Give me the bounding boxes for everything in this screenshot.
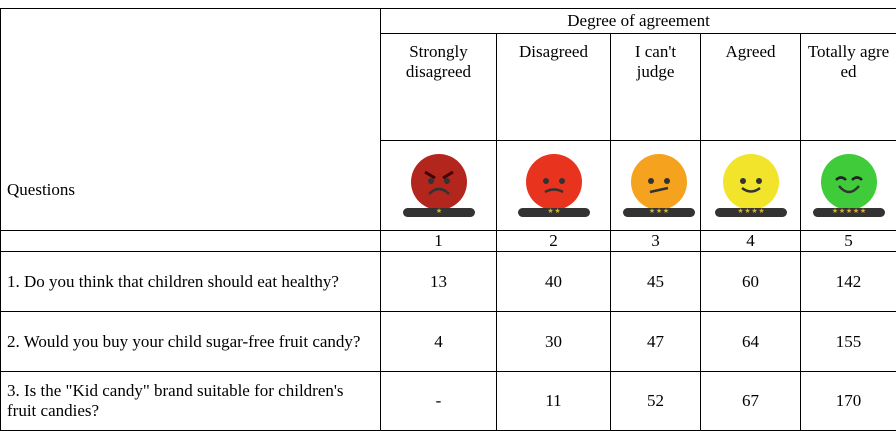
count: 40 [497, 252, 611, 312]
score: 1 [381, 231, 497, 252]
count: 52 [611, 372, 701, 431]
count: 45 [611, 252, 701, 312]
survey-table: Questions Degree of agreement Strongly d… [0, 8, 896, 431]
emoji: ★★★ [617, 146, 701, 226]
emoji-cell: ★★★★★ [801, 141, 896, 231]
question-row: 1. Do you think that children should eat… [1, 252, 896, 312]
emoji-cell: ★★ [497, 141, 611, 231]
column-label: Agreed [701, 34, 801, 141]
empty-cell [1, 231, 381, 252]
score: 3 [611, 231, 701, 252]
column-label: Totally agreed [801, 34, 896, 141]
column-label: I can't judge [611, 34, 701, 141]
question: 1. Do you think that children should eat… [1, 252, 381, 312]
emoji-cell: ★★★ [611, 141, 701, 231]
group-header: Degree of agreement [381, 9, 896, 34]
question-row: 3. Is the "Kid candy" brand suitable for… [1, 372, 896, 431]
count: 142 [801, 252, 896, 312]
svg-text:★: ★ [853, 207, 859, 215]
emoji-cell: ★★★★ [701, 141, 801, 231]
svg-text:★: ★ [846, 207, 852, 215]
svg-text:★: ★ [832, 207, 838, 215]
count: 13 [381, 252, 497, 312]
emoji: ★★ [512, 146, 596, 226]
emoji-cell: ★ [381, 141, 497, 231]
svg-text:★: ★ [751, 207, 757, 215]
count: - [381, 372, 497, 431]
count: 4 [381, 312, 497, 372]
svg-text:★: ★ [656, 207, 662, 215]
svg-text:★: ★ [663, 207, 669, 215]
question: 2. Would you buy your child sugar-free f… [1, 312, 381, 372]
column-label: Disagreed [497, 34, 611, 141]
emoji: ★★★★ [709, 146, 793, 226]
svg-text:★: ★ [839, 207, 845, 215]
count: 67 [701, 372, 801, 431]
question-header: Questions [1, 9, 381, 231]
count: 155 [801, 312, 896, 372]
count: 30 [497, 312, 611, 372]
emoji: ★★★★★ [807, 146, 891, 226]
count: 11 [497, 372, 611, 431]
svg-text:★: ★ [649, 207, 655, 215]
count: 64 [701, 312, 801, 372]
question-row: 2. Would you buy your child sugar-free f… [1, 312, 896, 372]
score: 2 [497, 231, 611, 252]
score: 5 [801, 231, 896, 252]
question: 3. Is the "Kid candy" brand suitable for… [1, 372, 381, 431]
svg-text:★: ★ [554, 207, 560, 215]
emoji: ★ [397, 146, 481, 226]
svg-text:★: ★ [737, 207, 743, 215]
svg-text:★: ★ [860, 207, 866, 215]
svg-text:★: ★ [435, 207, 441, 215]
count: 47 [611, 312, 701, 372]
svg-text:★: ★ [547, 207, 553, 215]
svg-text:★: ★ [758, 207, 764, 215]
count: 170 [801, 372, 896, 431]
svg-text:★: ★ [744, 207, 750, 215]
column-label: Strongly disagreed [381, 34, 497, 141]
count: 60 [701, 252, 801, 312]
score: 4 [701, 231, 801, 252]
